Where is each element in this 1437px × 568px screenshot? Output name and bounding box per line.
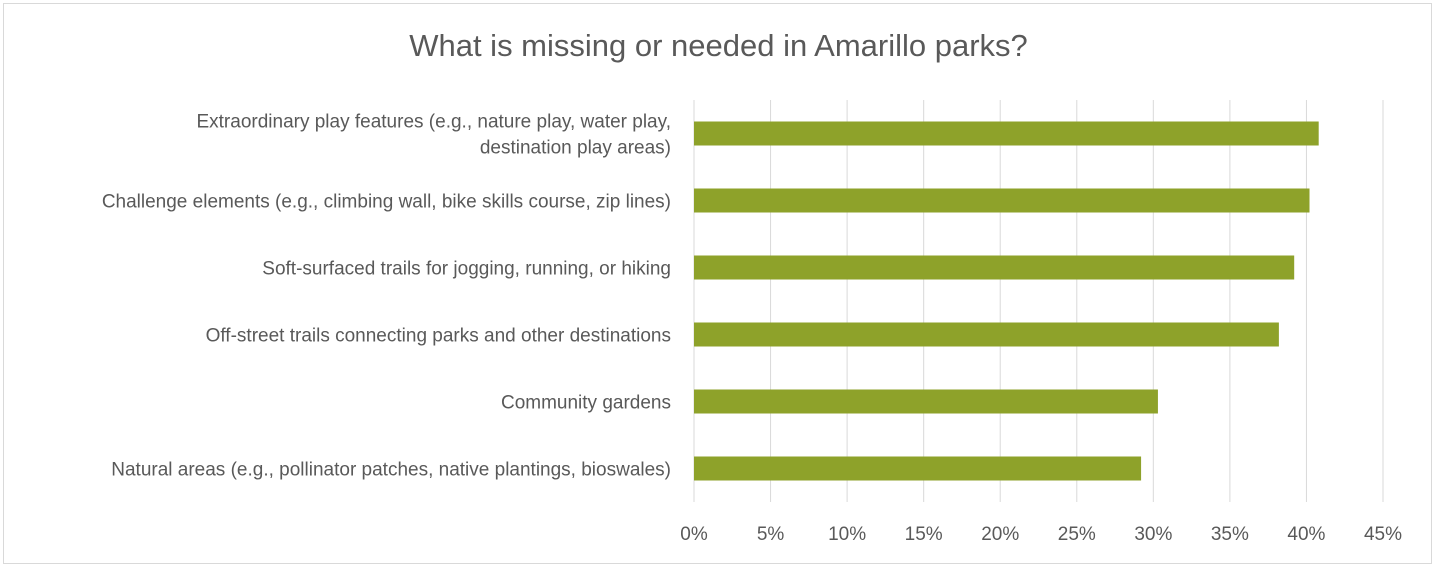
x-tick-label: 25% xyxy=(1058,524,1096,545)
category-label: Natural areas (e.g., pollinator patches,… xyxy=(111,460,671,481)
x-tick-label: 45% xyxy=(1364,524,1402,545)
bar xyxy=(694,255,1295,280)
category-label: Off-street trails connecting parks and o… xyxy=(206,326,671,347)
x-tick-label: 35% xyxy=(1211,524,1249,545)
x-tick-label: 10% xyxy=(828,524,866,545)
bar xyxy=(694,456,1142,481)
category-label: Soft-surfaced trails for jogging, runnin… xyxy=(262,259,671,280)
bar xyxy=(694,121,1319,146)
bar xyxy=(694,322,1279,347)
bar xyxy=(694,389,1158,414)
x-tick-label: 5% xyxy=(757,524,785,545)
x-tick-label: 30% xyxy=(1134,524,1172,545)
x-tick-label: 15% xyxy=(905,524,943,545)
category-label: Community gardens xyxy=(501,393,671,414)
chart-title: What is missing or needed in Amarillo pa… xyxy=(409,28,1028,63)
category-label: Extraordinary play features (e.g., natur… xyxy=(196,112,671,133)
x-tick-label: 20% xyxy=(981,524,1019,545)
bar xyxy=(694,188,1310,213)
x-tick-label: 40% xyxy=(1287,524,1325,545)
category-label: Challenge elements (e.g., climbing wall,… xyxy=(102,192,671,213)
x-tick-label: 0% xyxy=(680,524,708,545)
category-label: destination play areas) xyxy=(480,138,671,159)
